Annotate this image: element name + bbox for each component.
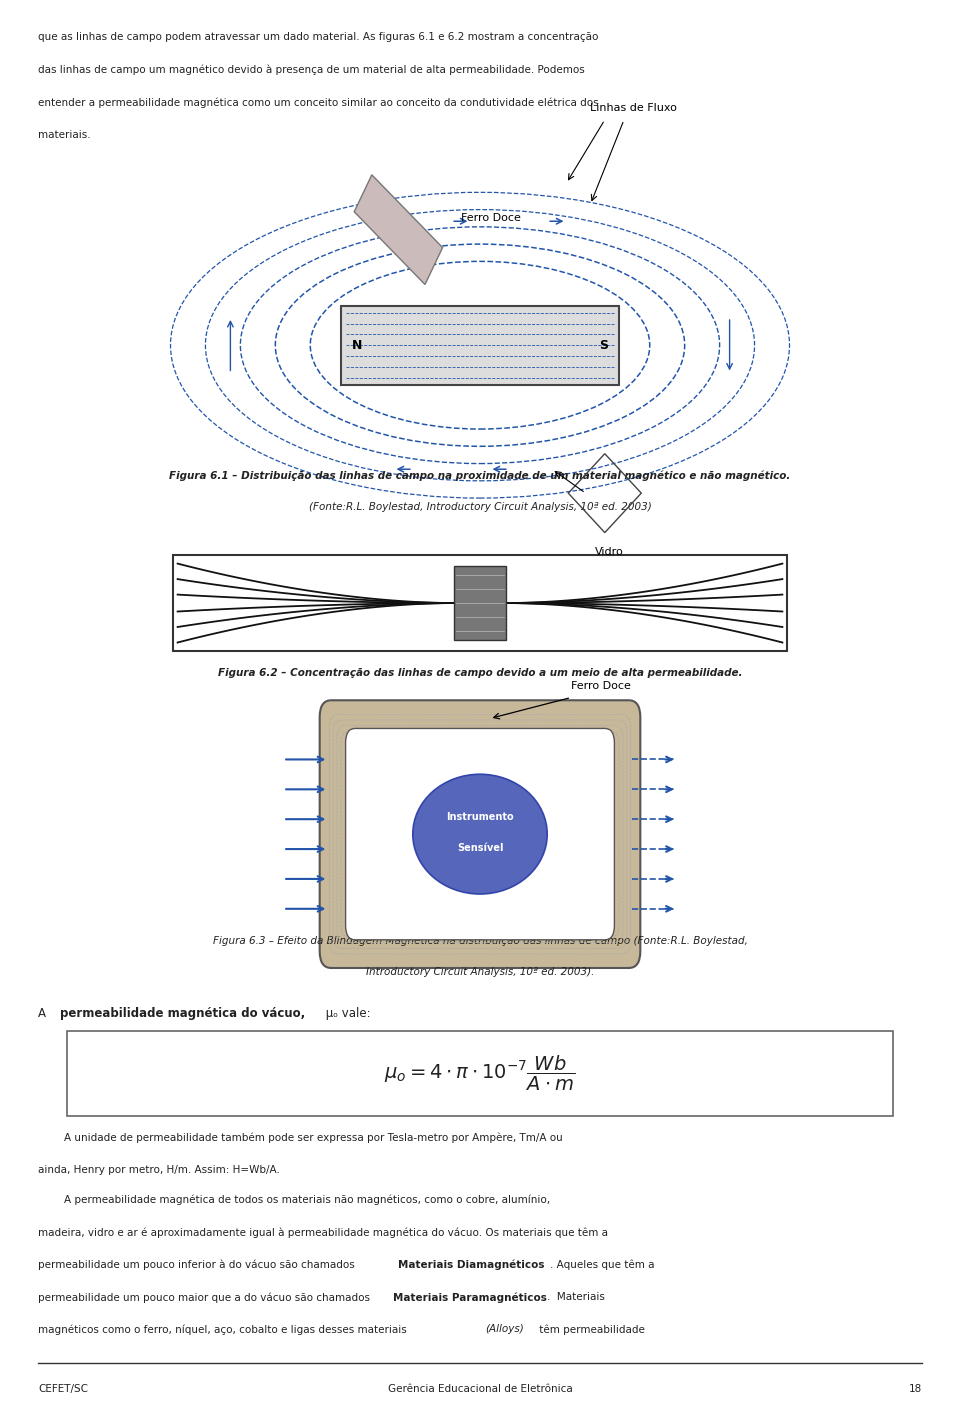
Text: Vidro: Vidro	[595, 547, 624, 557]
Text: Materiais Paramagnéticos: Materiais Paramagnéticos	[393, 1292, 546, 1302]
FancyBboxPatch shape	[320, 700, 640, 968]
Text: μₒ vale:: μₒ vale:	[322, 1007, 371, 1020]
Bar	[67, 1031, 893, 1116]
Text: Ferro Doce: Ferro Doce	[461, 213, 520, 224]
Bar	[453, 566, 507, 640]
Text: Linhas de Fluxo: Linhas de Fluxo	[590, 103, 677, 113]
Text: Gerência Educacional de Eletrônica: Gerência Educacional de Eletrônica	[388, 1384, 572, 1394]
Text: permeabilidade magnética do vácuo,: permeabilidade magnética do vácuo,	[60, 1007, 305, 1020]
Text: madeira, vidro e ar é aproximadamente igual à permeabilidade magnética do vácuo.: madeira, vidro e ar é aproximadamente ig…	[38, 1227, 609, 1237]
Text: .  Materiais: . Materiais	[547, 1292, 605, 1302]
Text: permeabilidade um pouco maior que a do vácuo são chamados: permeabilidade um pouco maior que a do v…	[38, 1292, 373, 1302]
Text: têm permeabilidade: têm permeabilidade	[536, 1324, 644, 1334]
Text: Figura 6.1 – Distribuição das linhas de campo na proximidade de um material magn: Figura 6.1 – Distribuição das linhas de …	[169, 471, 791, 480]
Bar	[341, 306, 619, 385]
Text: CEFET/SC: CEFET/SC	[38, 1384, 88, 1394]
Text: S: S	[599, 338, 608, 352]
Text: A: A	[38, 1007, 50, 1020]
Text: (Alloys): (Alloys)	[485, 1324, 523, 1334]
Text: 18: 18	[908, 1384, 922, 1394]
Text: materiais.: materiais.	[38, 130, 91, 139]
Text: magnéticos como o ferro, níquel, aço, cobalto e ligas desses materiais: magnéticos como o ferro, níquel, aço, co…	[38, 1324, 411, 1334]
Text: ainda, Henry por metro, H/m. Assim: H=Wb/A.: ainda, Henry por metro, H/m. Assim: H=Wb…	[38, 1165, 280, 1175]
Text: $\mu_o = 4 \cdot \pi \cdot 10^{-7} \dfrac{Wb}{A \cdot m}$: $\mu_o = 4 \cdot \pi \cdot 10^{-7} \dfra…	[384, 1054, 576, 1093]
Text: N: N	[352, 338, 363, 352]
Text: Figura 6.2 – Concentração das linhas de campo devido a um meio de alta permeabil: Figura 6.2 – Concentração das linhas de …	[218, 668, 742, 678]
Text: (Fonte:R.L. Boylestad, Introductory Circuit Analysis, 10ª ed. 2003): (Fonte:R.L. Boylestad, Introductory Circ…	[308, 502, 652, 511]
Text: entender a permeabilidade magnética como um conceito similar ao conceito da cond: entender a permeabilidade magnética como…	[38, 97, 599, 107]
Bar	[354, 175, 443, 285]
Text: A unidade de permeabilidade também pode ser expressa por Tesla-metro por Ampère,: A unidade de permeabilidade também pode …	[38, 1133, 564, 1143]
Text: das linhas de campo um magnético devido à presença de um material de alta permea: das linhas de campo um magnético devido …	[38, 65, 586, 75]
Text: que as linhas de campo podem atravessar um dado material. As figuras 6.1 e 6.2 m: que as linhas de campo podem atravessar …	[38, 32, 599, 42]
Text: Instrumento: Instrumento	[446, 812, 514, 823]
FancyBboxPatch shape	[346, 728, 614, 940]
Text: Introductory Circuit Analysis, 10ª ed. 2003).: Introductory Circuit Analysis, 10ª ed. 2…	[366, 967, 594, 976]
Text: . Aqueles que têm a: . Aqueles que têm a	[550, 1260, 655, 1270]
Text: Ferro Doce: Ferro Doce	[571, 681, 631, 692]
Bar	[173, 555, 787, 651]
Text: Materiais Diamagnéticos: Materiais Diamagnéticos	[398, 1260, 545, 1270]
Text: Figura 6.3 – Efeito da Blindagem Magnética na distribuição das linhas de campo (: Figura 6.3 – Efeito da Blindagem Magnéti…	[212, 936, 748, 945]
Text: A permeabilidade magnética de todos os materiais não magnéticos, como o cobre, a: A permeabilidade magnética de todos os m…	[38, 1195, 550, 1205]
Ellipse shape	[413, 775, 547, 895]
Text: Sensível: Sensível	[457, 843, 503, 854]
Text: permeabilidade um pouco inferior à do vácuo são chamados: permeabilidade um pouco inferior à do vá…	[38, 1260, 358, 1270]
